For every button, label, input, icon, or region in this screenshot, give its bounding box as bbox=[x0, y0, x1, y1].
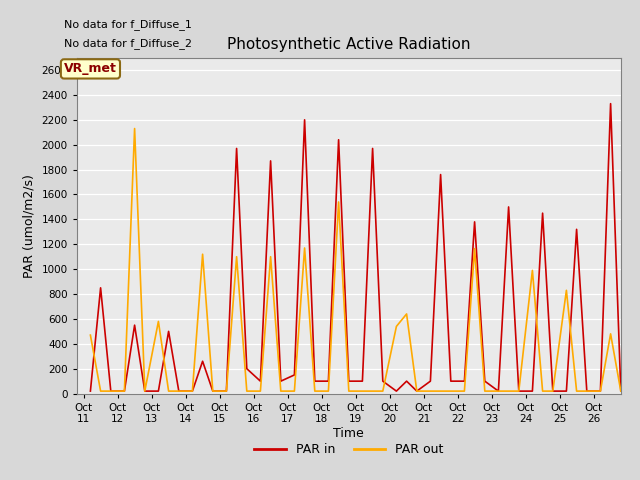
Title: Photosynthetic Active Radiation: Photosynthetic Active Radiation bbox=[227, 37, 470, 52]
X-axis label: Time: Time bbox=[333, 427, 364, 440]
Text: VR_met: VR_met bbox=[64, 62, 117, 75]
Text: No data for f_Diffuse_2: No data for f_Diffuse_2 bbox=[64, 38, 192, 49]
Text: No data for f_Diffuse_1: No data for f_Diffuse_1 bbox=[64, 19, 192, 30]
Y-axis label: PAR (umol/m2/s): PAR (umol/m2/s) bbox=[23, 174, 36, 277]
Legend: PAR in, PAR out: PAR in, PAR out bbox=[250, 438, 448, 461]
